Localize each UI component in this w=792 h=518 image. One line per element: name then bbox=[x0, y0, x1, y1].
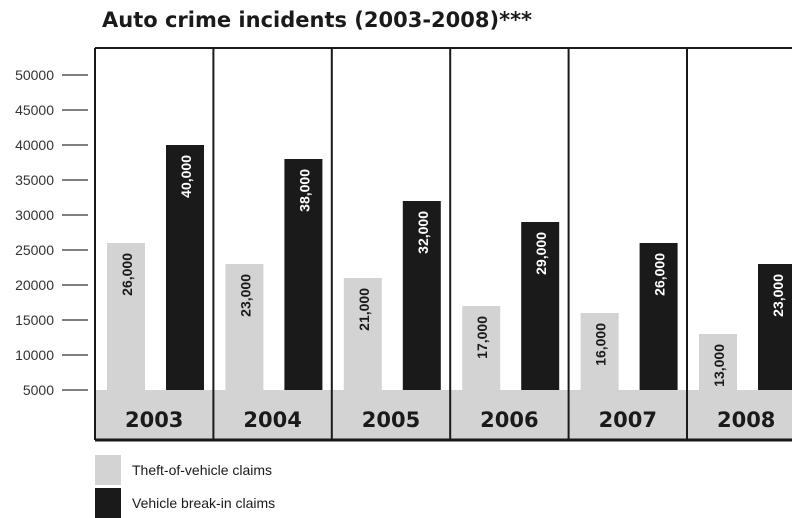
theft-bar-2006 bbox=[462, 306, 501, 390]
category-label-2007: 2007 bbox=[599, 408, 657, 432]
y-tick-label-30000: 30000 bbox=[15, 207, 54, 223]
theft-bar-2003 bbox=[107, 243, 145, 390]
legend-swatch-theft bbox=[95, 455, 121, 485]
breakin-value-label-2006: 29,000 bbox=[533, 232, 549, 275]
legend-item-breakin: Vehicle break-in claims bbox=[95, 488, 395, 518]
category-label-2004: 2004 bbox=[243, 408, 301, 432]
theft-value-label-2003: 26,000 bbox=[119, 253, 135, 296]
breakin-bar-2008 bbox=[758, 264, 792, 390]
y-tick-label-50000: 50000 bbox=[15, 67, 54, 83]
theft-bar-2008 bbox=[699, 334, 737, 390]
category-band bbox=[95, 390, 792, 440]
legend-swatch-breakin bbox=[95, 488, 121, 518]
breakin-bar-2007 bbox=[639, 243, 678, 390]
breakin-bar-2004 bbox=[284, 159, 323, 390]
theft-value-label-2005: 21,000 bbox=[356, 288, 372, 331]
y-tick-label-20000: 20000 bbox=[15, 277, 54, 293]
y-tick-label-40000: 40000 bbox=[15, 137, 54, 153]
y-tick-label-35000: 35000 bbox=[15, 172, 54, 188]
breakin-value-label-2004: 38,000 bbox=[296, 169, 312, 212]
category-label-2003: 2003 bbox=[125, 408, 183, 432]
category-label-2006: 2006 bbox=[480, 408, 538, 432]
breakin-value-label-2007: 26,000 bbox=[652, 253, 668, 296]
theft-value-label-2008: 13,000 bbox=[711, 344, 727, 387]
legend-label-breakin: Vehicle break-in claims bbox=[132, 495, 276, 511]
chart-title: Auto crime incidents (2003-2008)*** bbox=[102, 8, 532, 32]
y-tick-label-25000: 25000 bbox=[15, 242, 54, 258]
y-tick-label-10000: 10000 bbox=[15, 347, 54, 363]
breakin-bar-2003 bbox=[166, 145, 204, 390]
theft-value-label-2004: 23,000 bbox=[237, 274, 253, 317]
legend-label-theft: Theft-of-vehicle claims bbox=[132, 462, 273, 478]
category-label-2005: 2005 bbox=[362, 408, 420, 432]
theft-value-label-2007: 16,000 bbox=[593, 323, 609, 366]
theft-bar-2004 bbox=[225, 264, 264, 390]
theft-bar-2007 bbox=[580, 313, 619, 390]
breakin-bar-2005 bbox=[402, 201, 441, 390]
y-tick-label-45000: 45000 bbox=[15, 102, 54, 118]
category-label-2008: 2008 bbox=[717, 408, 775, 432]
breakin-value-label-2008: 23,000 bbox=[770, 274, 786, 317]
legend-item-theft: Theft-of-vehicle claims bbox=[95, 455, 395, 485]
theft-bar-2005 bbox=[343, 278, 382, 390]
y-tick-label-5000: 5000 bbox=[23, 382, 54, 398]
theft-value-label-2006: 17,000 bbox=[474, 316, 490, 359]
y-tick-label-15000: 15000 bbox=[15, 312, 54, 328]
breakin-value-label-2003: 40,000 bbox=[178, 155, 194, 198]
breakin-value-label-2005: 32,000 bbox=[415, 211, 431, 254]
breakin-bar-2006 bbox=[521, 222, 560, 390]
